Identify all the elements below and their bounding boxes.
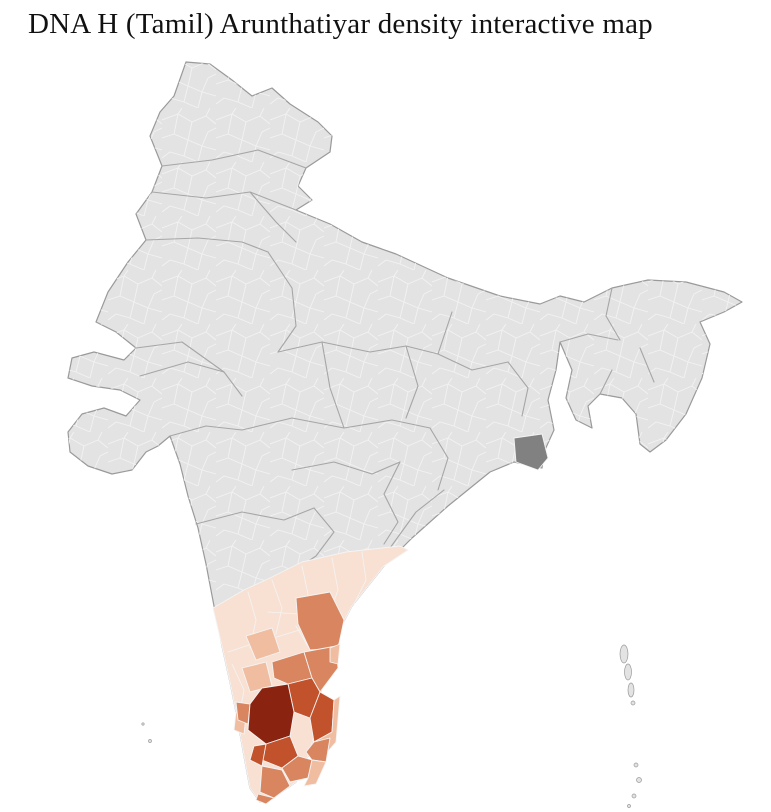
map-district[interactable] (303, 645, 339, 693)
nicobar-island[interactable] (627, 804, 631, 808)
state-border-line (139, 361, 243, 397)
nicobar-island[interactable] (631, 793, 637, 799)
map-district[interactable] (245, 627, 281, 661)
state-border-line (161, 149, 307, 169)
state-border-line (169, 425, 243, 437)
state-border-line (145, 237, 269, 253)
lakshadweep-island[interactable] (141, 722, 145, 726)
state-border-line (429, 427, 449, 491)
state-border-line (389, 489, 445, 549)
district-border-line (271, 579, 283, 635)
map-district[interactable] (259, 765, 291, 799)
density-districts (233, 433, 549, 805)
map-district[interactable] (513, 433, 549, 471)
state-border-line (321, 341, 345, 429)
state-border-line (507, 361, 529, 417)
nicobar-island[interactable] (636, 777, 642, 783)
andaman-island[interactable] (630, 700, 636, 706)
state-border-line (639, 347, 655, 383)
map-district[interactable] (329, 643, 341, 665)
state-border-line (605, 287, 621, 341)
islands (141, 644, 642, 808)
state-border-line (599, 369, 613, 395)
state-border-line (267, 251, 297, 353)
state-border-line (151, 191, 297, 211)
nicobar-island[interactable] (633, 762, 639, 768)
map-district[interactable] (255, 793, 275, 805)
district-border-line (353, 551, 367, 605)
map-district[interactable] (303, 759, 327, 787)
map-district[interactable] (241, 661, 273, 693)
state-border-line (277, 341, 439, 355)
page-title: DNA H (Tamil) Arunthatiyar density inter… (28, 8, 653, 40)
andaman-island[interactable] (624, 663, 632, 681)
state-border-line (383, 461, 401, 545)
andaman-island[interactable] (627, 682, 635, 698)
state-border-line (135, 341, 225, 373)
state-border-line (559, 333, 619, 343)
state-border-line (405, 345, 419, 419)
lakshadweep-island[interactable] (148, 739, 152, 743)
state-border-line (291, 461, 401, 475)
map-district[interactable] (247, 683, 295, 745)
state-border-line (437, 311, 453, 355)
district-mesh-overlay (68, 62, 742, 802)
map-district[interactable] (235, 701, 251, 725)
andaman-island[interactable] (619, 644, 629, 664)
state-border-line (437, 353, 509, 371)
state-border-line (195, 507, 315, 525)
state-border-line (249, 191, 297, 243)
